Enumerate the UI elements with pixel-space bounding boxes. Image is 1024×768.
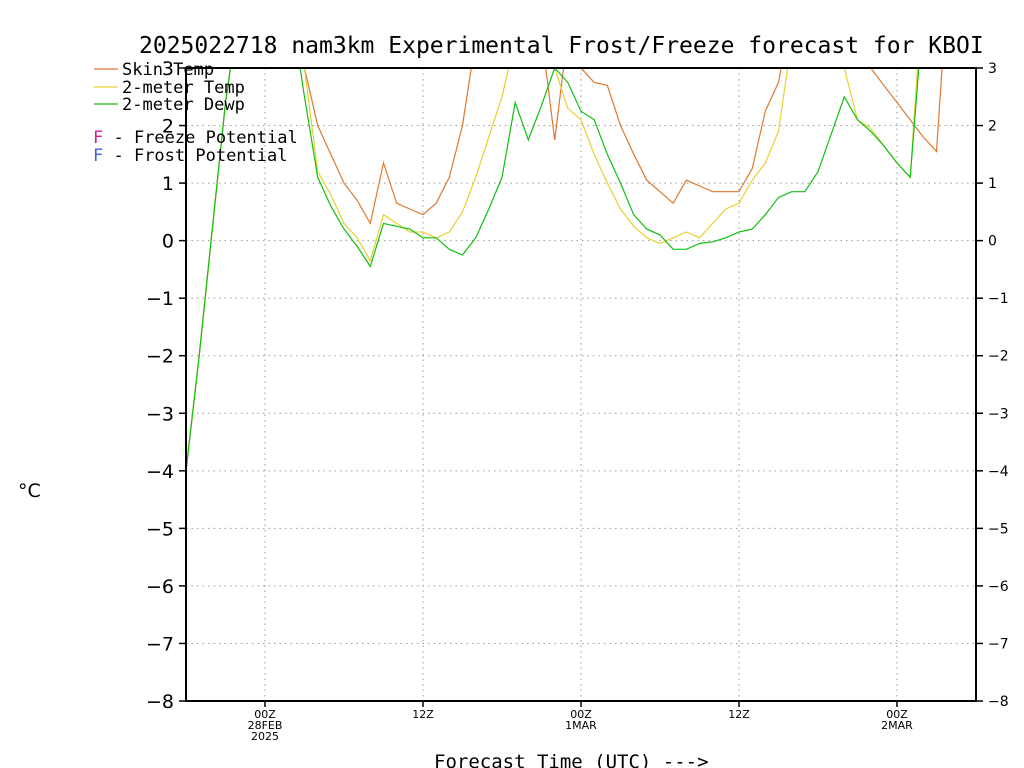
legend-entry-2m-temp: 2-meter Temp — [94, 78, 245, 98]
legend: Skin Temp 2-meter Temp 2-meter Dewp F - … — [93, 60, 298, 166]
y-tick-label: 1 — [162, 173, 174, 195]
x-tick-label: 12Z — [412, 708, 434, 721]
y-tick-label-right: −7 — [988, 636, 1009, 652]
y-tick-label-right: −2 — [988, 349, 1009, 365]
freeze-potential-label: - Freeze Potential — [103, 128, 297, 148]
grid-lines — [186, 68, 976, 701]
x-tick-label: 00Z — [570, 708, 592, 721]
legend-frost-potential: F - Frost Potential — [93, 146, 287, 166]
freeze-potential-key: F — [93, 128, 103, 148]
y-tick-label-right: 2 — [988, 119, 997, 135]
y-tick-label-right: 0 — [988, 234, 997, 250]
y-tick-label: −6 — [146, 576, 174, 598]
series-line-skin-temp — [186, 68, 943, 471]
legend-entry-skin-temp: Skin Temp — [94, 60, 214, 80]
y-tick-label-right: −5 — [988, 521, 1009, 537]
y-tick-label-right: 1 — [988, 176, 997, 192]
chart-title: 2025022718 nam3km Experimental Frost/Fre… — [139, 33, 984, 59]
y-tick-label: −5 — [146, 518, 174, 540]
y-tick-label: −4 — [146, 461, 174, 483]
y-tick-label: −7 — [146, 633, 174, 655]
x-tick-label: 2MAR — [881, 719, 913, 732]
legend-entry-2m-dewp: 2-meter Dewp — [94, 95, 245, 115]
y-tick-label-right: −3 — [988, 406, 1009, 422]
legend-freeze-potential: F - Freeze Potential — [93, 128, 298, 148]
x-tick-label: 2025 — [251, 730, 279, 743]
legend-label-skin-temp: Skin Temp — [122, 60, 214, 80]
x-axis-label: Forecast Time (UTC) ---> — [434, 751, 709, 768]
y-tick-label-right: −8 — [988, 694, 1009, 710]
series-line-2m-dewp — [186, 68, 920, 471]
x-tick-label: 12Z — [728, 708, 750, 721]
series-lines — [186, 68, 943, 471]
y-tick-label-right: −1 — [988, 291, 1009, 307]
y-tick-label: −3 — [146, 403, 174, 425]
y-tick-label-right: 3 — [988, 61, 997, 77]
y-axis-label: °C — [18, 480, 41, 502]
x-tick-label: 28FEB — [248, 719, 283, 732]
x-tick-label: 1MAR — [565, 719, 597, 732]
y-tick-label-right: −4 — [988, 464, 1009, 480]
y-tick-label: 3 — [162, 58, 174, 80]
y-axis-ticks-right: −8 −7 −6 −5 −4 −3 −2 −1 0 1 2 3 — [976, 61, 1009, 710]
y-tick-label: −2 — [146, 346, 174, 368]
y-tick-label: −1 — [146, 288, 174, 310]
y-tick-label: 2 — [162, 116, 174, 138]
y-tick-label-right: −6 — [988, 579, 1009, 595]
frost-potential-label: - Frost Potential — [103, 146, 287, 166]
legend-label-2m-dewp: 2-meter Dewp — [122, 95, 245, 115]
y-tick-label: −8 — [146, 691, 174, 713]
series-line-2m-temp — [186, 68, 919, 471]
x-tick-label: 00Z — [886, 708, 908, 721]
y-tick-label: 0 — [162, 231, 174, 253]
x-tick-label: 00Z — [254, 708, 276, 721]
legend-label-2m-temp: 2-meter Temp — [122, 78, 245, 98]
y-axis-ticks: −8 −7 −6 −5 −4 −3 −2 −1 0 1 2 3 — [146, 58, 186, 713]
frost-potential-key: F — [93, 146, 103, 166]
